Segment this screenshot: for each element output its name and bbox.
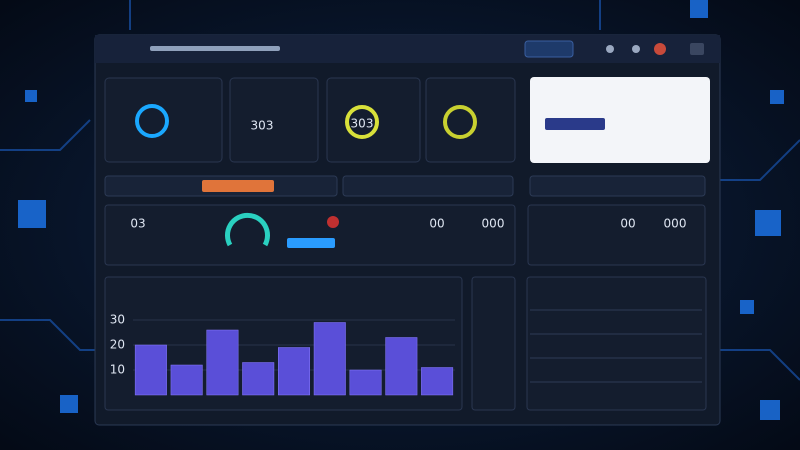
icon[interactable] [632,45,640,53]
bar [242,362,275,396]
ring [443,105,477,139]
card-value: 303 [251,119,274,133]
background-circuits [18,0,784,420]
kpi-value: 00 [429,217,444,231]
icon[interactable] [690,43,704,55]
bar [170,364,203,396]
bar [421,367,454,396]
y-tick-label: 20 [110,338,125,352]
bar [278,347,310,396]
alert-dot [327,216,339,228]
kpi-value: 00 [620,217,635,231]
ring [345,105,379,139]
card [326,77,421,163]
circuit-lines [0,0,800,381]
top-button[interactable] [524,40,574,58]
bar [313,322,346,396]
bar [349,369,382,396]
icon[interactable] [606,45,614,53]
card-value: 303 [351,117,374,131]
ring [135,104,169,138]
gauge [225,212,270,247]
bar [206,329,239,396]
tab-active[interactable] [202,180,274,192]
card [104,77,223,163]
top-bar-path [150,46,280,51]
y-tick-label: 10 [110,363,125,377]
panel [527,204,706,266]
avatar[interactable] [654,43,666,55]
bar [134,344,167,396]
highlight-card [530,77,710,163]
table-rows [530,309,702,383]
table-panel [526,276,707,411]
highlight-value [545,118,605,130]
action-button[interactable] [287,238,335,248]
kpi-value: 000 [664,217,687,231]
panel [104,204,516,266]
section-header [342,175,514,197]
card [229,77,319,163]
kpi-value: 000 [482,217,505,231]
card [425,77,516,163]
y-tick-label: 30 [110,313,125,327]
bar [385,337,418,396]
bar-chart: 10 20 30 [110,313,455,396]
list-panel [471,276,516,411]
section-header [529,175,706,197]
kpi-value: 03 [130,217,145,231]
